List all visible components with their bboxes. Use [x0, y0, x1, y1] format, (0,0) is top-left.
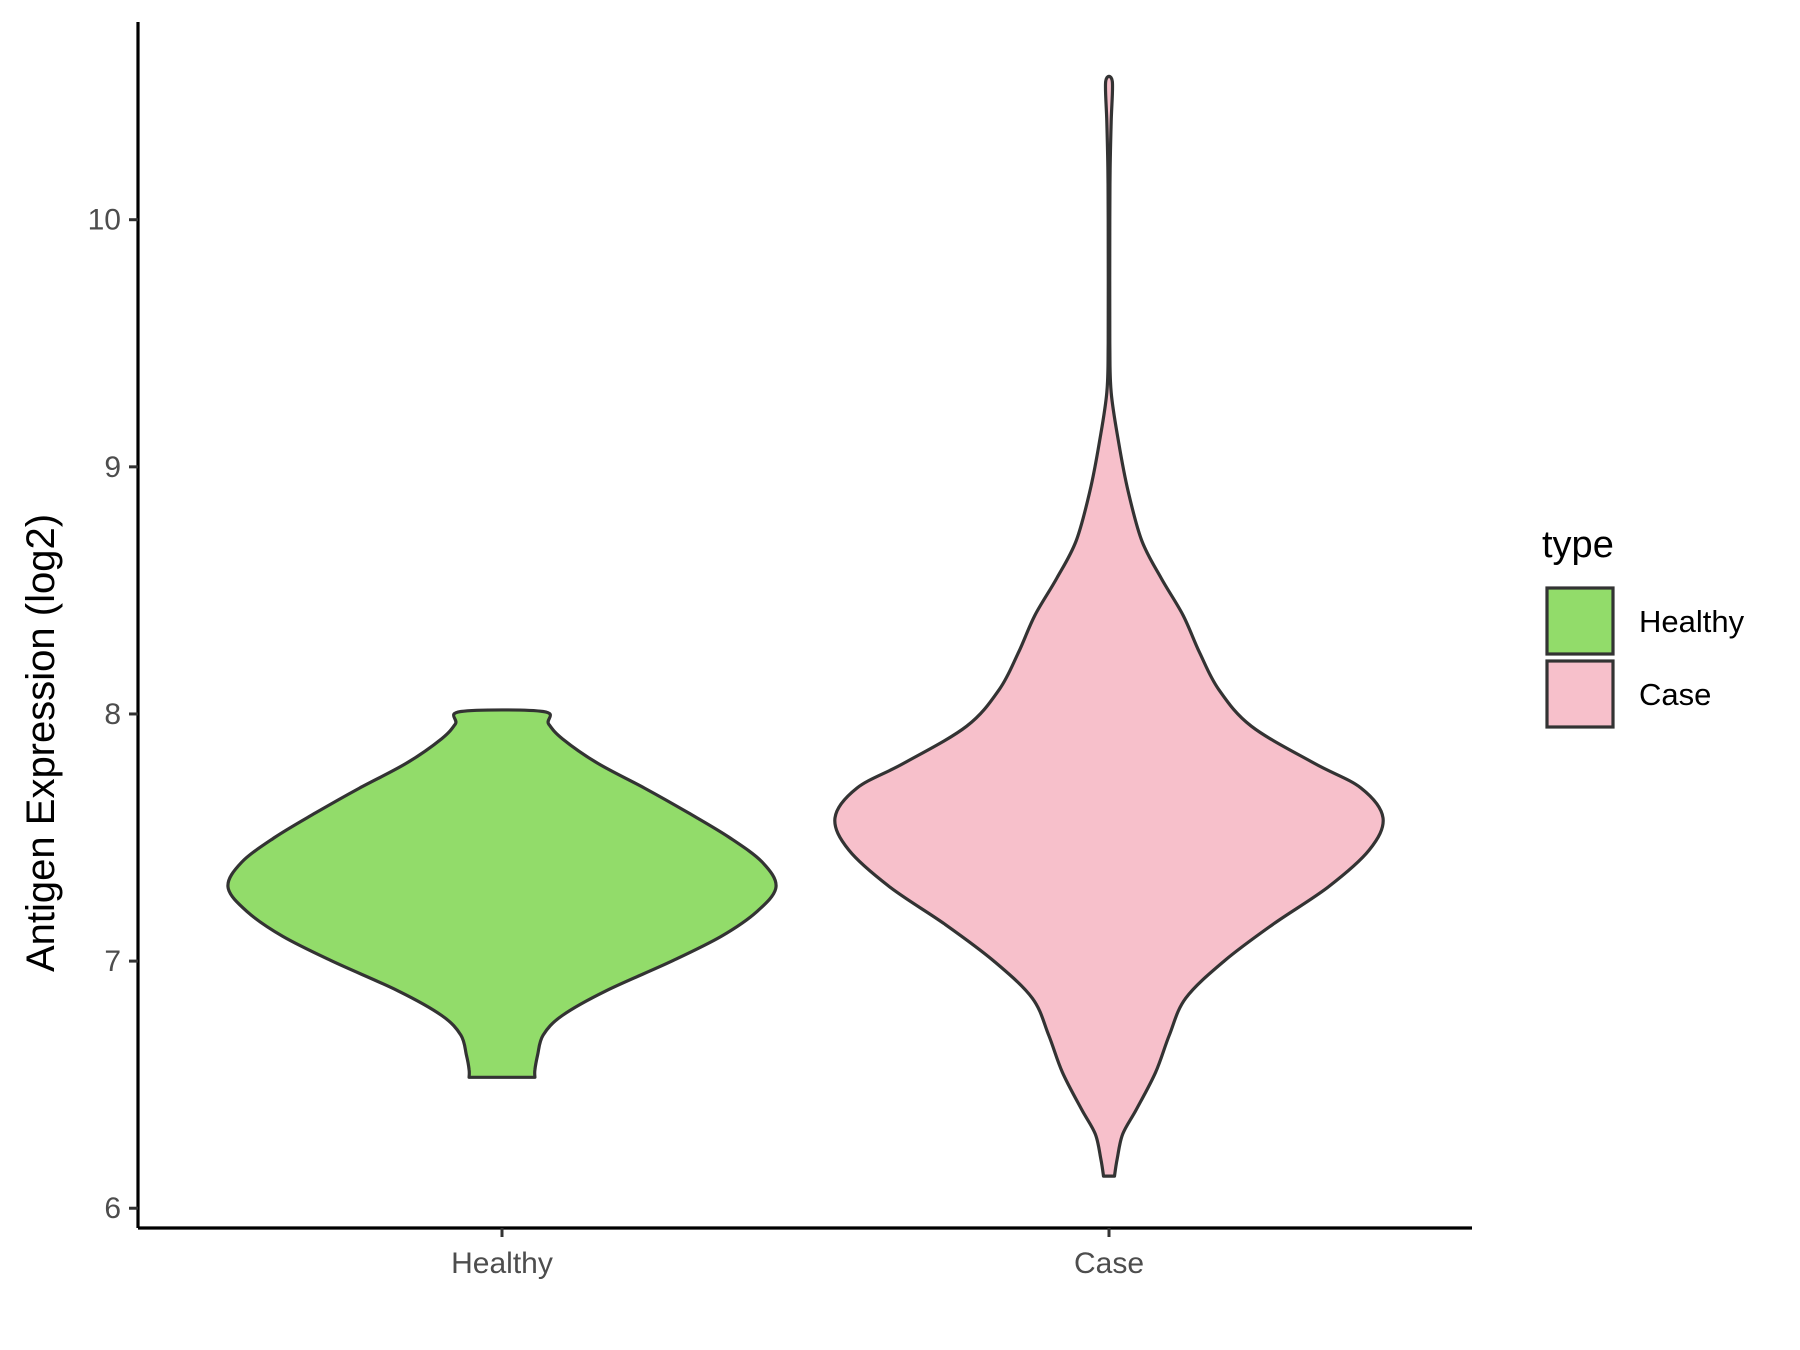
legend-swatch-case [1545, 659, 1615, 729]
violin-healthy [226, 708, 778, 1079]
legend-title: type [1542, 524, 1614, 566]
x-axis: Healthy Case [138, 1226, 1472, 1280]
legend-label-case: Case [1639, 677, 1711, 712]
violins-layer [226, 74, 1385, 1178]
legend-label-healthy: Healthy [1639, 604, 1745, 639]
y-tick-label: 8 [104, 698, 121, 731]
y-axis-title: Antigen Expression (log2) [19, 514, 63, 972]
y-tick-label: 7 [104, 945, 121, 978]
y-tick-label: 9 [104, 451, 121, 484]
y-axis: 6 7 8 9 10 [88, 22, 140, 1228]
x-tick-label: Healthy [451, 1247, 553, 1280]
legend-swatch-healthy [1545, 586, 1615, 656]
y-tick-label: 10 [88, 204, 121, 237]
y-tick-label: 6 [104, 1192, 121, 1225]
x-tick-label: Case [1074, 1247, 1144, 1280]
violin-case [833, 74, 1385, 1178]
legend: type Healthy Case [1542, 524, 1745, 729]
